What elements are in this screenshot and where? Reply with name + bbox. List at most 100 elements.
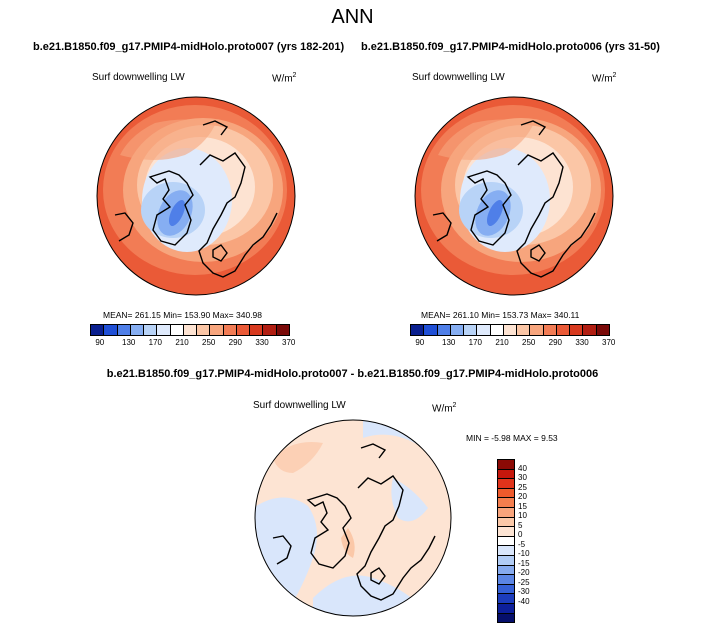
panel-3-variable: Surf downwelling LW <box>253 400 346 411</box>
colorbar-label: -40 <box>518 596 530 606</box>
colorbar-label: 290 <box>548 338 563 347</box>
colorbar-label: -5 <box>518 539 526 549</box>
colorbar-label: 0 <box>518 530 523 540</box>
colorbar-label: -20 <box>518 568 530 578</box>
colorbar-label: 250 <box>522 338 536 347</box>
colorbar-label: 170 <box>468 338 483 347</box>
colorbar-swatch <box>464 325 478 335</box>
panel-1-stats: MEAN= 261.15 Min= 153.90 Max= 340.98 <box>103 310 263 320</box>
colorbar-label: 290 <box>228 338 243 347</box>
colorbar-swatch <box>437 325 451 335</box>
panel-3-colorbar-labels: 40 30 25 20 15 10 5 0 -5 -10 -15 -20 -25 -30 -40 <box>518 459 548 623</box>
panel-1-units: W/m2 <box>272 72 297 85</box>
colorbar-swatch <box>170 325 184 335</box>
colorbar-swatch <box>498 479 514 489</box>
colorbar-label: 330 <box>255 338 269 347</box>
colorbar-label: 170 <box>148 338 163 347</box>
colorbar-label: 250 <box>202 338 216 347</box>
figure-title: ANN <box>331 6 374 28</box>
panel-3-colorbar <box>497 459 515 623</box>
panel-2-colorbar-labels: 90 130 170 210 250 290 330 370 <box>410 338 615 350</box>
colorbar-swatch <box>130 325 145 335</box>
colorbar-label: 210 <box>175 338 189 347</box>
colorbar-swatch <box>117 325 131 335</box>
colorbar-label: 15 <box>518 501 527 511</box>
colorbar-label: 40 <box>518 463 527 473</box>
colorbar-swatch <box>183 325 198 335</box>
colorbar-swatch <box>104 325 118 335</box>
colorbar-swatch <box>223 325 237 335</box>
colorbar-swatch <box>503 325 518 335</box>
colorbar-swatch <box>450 325 465 335</box>
colorbar-swatch <box>157 325 171 335</box>
colorbar-swatch <box>498 594 514 604</box>
panel-2-units: W/m2 <box>592 72 617 85</box>
colorbar-swatch <box>498 575 514 585</box>
colorbar-swatch <box>490 325 504 335</box>
colorbar-swatch <box>530 325 544 335</box>
colorbar-label: 90 <box>95 338 105 347</box>
colorbar-swatch <box>411 325 425 335</box>
colorbar-swatch <box>498 527 514 537</box>
panel-1-map <box>96 96 296 296</box>
colorbar-swatch <box>498 517 514 528</box>
colorbar-label: -30 <box>518 587 530 597</box>
panel-1-variable: Surf downwelling LW <box>92 72 185 83</box>
colorbar-label: 5 <box>518 520 523 530</box>
colorbar-swatch <box>477 325 491 335</box>
colorbar-swatch <box>498 546 514 556</box>
colorbar-swatch <box>596 325 609 335</box>
colorbar-swatch <box>197 325 211 335</box>
panel-1-title: b.e21.B1850.f09_g17.PMIP4-midHolo.proto0… <box>33 41 345 53</box>
panel-3-stats: MIN = -5.98 MAX = 9.53 <box>466 433 558 443</box>
colorbar-label: 10 <box>518 511 527 521</box>
colorbar-label: 20 <box>518 492 527 502</box>
colorbar-swatch <box>424 325 438 335</box>
colorbar-swatch <box>498 584 514 595</box>
colorbar-label: -25 <box>518 577 530 587</box>
colorbar-swatch <box>498 555 514 566</box>
colorbar-swatch <box>498 507 514 518</box>
panel-2-stats: MEAN= 261.10 Min= 153.73 Max= 340.11 <box>421 310 580 320</box>
panel-3-units: W/m2 <box>432 402 457 415</box>
colorbar-swatch <box>498 536 514 547</box>
colorbar-swatch <box>498 469 514 480</box>
colorbar-swatch <box>91 325 105 335</box>
panel-2-colorbar <box>410 324 610 336</box>
colorbar-swatch <box>498 613 514 623</box>
panel-3-map <box>254 419 452 617</box>
colorbar-label: 210 <box>495 338 509 347</box>
colorbar-swatch <box>263 325 277 335</box>
colorbar-swatch <box>583 325 597 335</box>
colorbar-label: 30 <box>518 473 527 483</box>
panel-2-title: b.e21.B1850.f09_g17.PMIP4-midHolo.proto0… <box>361 41 660 53</box>
colorbar-swatch <box>543 325 557 335</box>
colorbar-label: -15 <box>518 558 530 568</box>
colorbar-swatch <box>236 325 251 335</box>
colorbar-label: 130 <box>442 338 456 347</box>
colorbar-swatch <box>276 325 289 335</box>
colorbar-swatch <box>498 460 514 470</box>
colorbar-label: 330 <box>575 338 589 347</box>
colorbar-swatch <box>570 325 584 335</box>
colorbar-swatch <box>498 498 514 508</box>
panel-1-colorbar <box>90 324 290 336</box>
colorbar-swatch <box>498 565 514 576</box>
colorbar-label: 25 <box>518 482 527 492</box>
panel-2-variable: Surf downwelling LW <box>412 72 505 83</box>
colorbar-swatch <box>498 488 514 499</box>
panel-3-title: b.e21.B1850.f09_g17.PMIP4-midHolo.proto0… <box>106 368 599 380</box>
colorbar-swatch <box>144 325 158 335</box>
colorbar-label: 130 <box>122 338 136 347</box>
colorbar-label: 370 <box>602 338 616 347</box>
colorbar-label: -10 <box>518 549 530 559</box>
panel-2-map <box>414 96 614 296</box>
colorbar-swatch <box>517 325 531 335</box>
colorbar-label: 90 <box>415 338 425 347</box>
colorbar-swatch <box>498 603 514 614</box>
colorbar-label: 370 <box>282 338 296 347</box>
colorbar-swatch <box>250 325 264 335</box>
colorbar-swatch <box>556 325 571 335</box>
panel-1-colorbar-labels: 90 130 170 210 250 290 330 370 <box>90 338 295 350</box>
colorbar-swatch <box>210 325 224 335</box>
